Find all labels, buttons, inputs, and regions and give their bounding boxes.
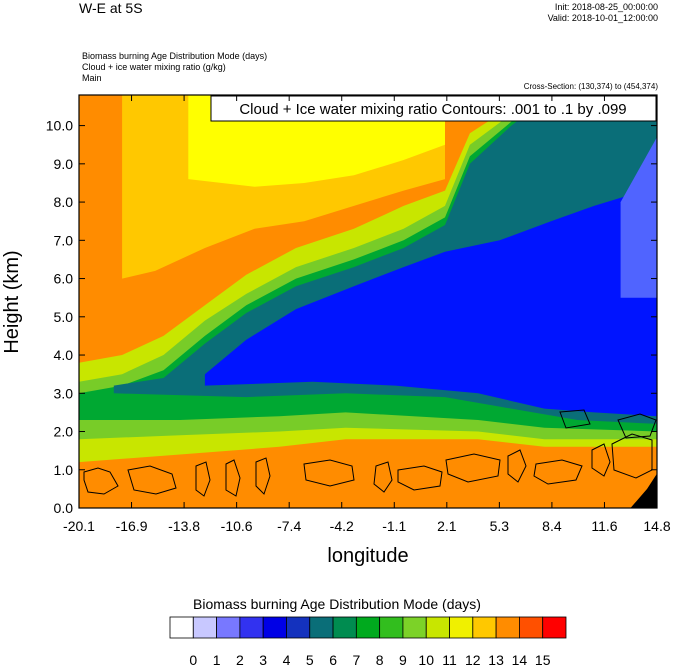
contour-line (83, 467, 119, 495)
y-tick-label: 7.0 (54, 232, 74, 248)
contour-info-box (210, 95, 657, 122)
legend-swatch (495, 616, 520, 639)
contour-line (303, 459, 355, 487)
legend-label: 5 (306, 652, 314, 667)
color-legend: 0 1 2 3 4 5 6 7 8 9 10 11 12 13 14 15 (169, 616, 567, 667)
contour-line (591, 443, 611, 477)
y-tick-label: 4.0 (54, 347, 74, 363)
legend-label: 9 (399, 652, 407, 667)
legend-label: 6 (329, 652, 337, 667)
legend-label: 10 (418, 652, 434, 667)
contour-line (445, 453, 501, 483)
plot-frame (78, 94, 658, 509)
band-light-blue (620, 137, 657, 298)
x-tick-label: 2.1 (437, 518, 457, 534)
legend-label: 4 (283, 652, 291, 667)
legend-swatch (379, 616, 404, 639)
contour-info-text: Cloud + Ice water mixing ratio Contours:… (239, 101, 626, 118)
legend-swatch (542, 616, 567, 639)
legend-label: 8 (376, 652, 384, 667)
legend-label: 7 (353, 652, 361, 667)
legend-label: 14 (512, 652, 528, 667)
x-tick-label: 14.8 (643, 518, 670, 534)
legend-label: 11 (442, 652, 457, 667)
x-tick-label: 11.6 (591, 518, 617, 534)
band-ground (630, 473, 657, 508)
y-tick-label: 1.0 (54, 462, 74, 478)
legend-swatch (449, 616, 474, 639)
legend-swatch (472, 616, 497, 639)
field-name-main: Main (82, 73, 102, 83)
legend-swatch (402, 616, 427, 639)
contour-line (225, 459, 241, 497)
legend-swatch (216, 616, 241, 639)
y-tick-label: 6.0 (54, 271, 74, 287)
x-tick-label: -4.2 (330, 518, 354, 534)
legend-swatch (519, 616, 544, 639)
legend-label: 12 (465, 652, 481, 667)
legend-label: 1 (213, 652, 221, 667)
contour-line (373, 461, 393, 493)
y-tick-label: 9.0 (54, 156, 74, 172)
y-tick-label: 2.0 (54, 424, 74, 440)
x-tick-label: 5.3 (490, 518, 510, 534)
band-blue (204, 186, 657, 417)
contour-line (127, 465, 177, 495)
field-name-shaded: Biomass burning Age Distribution Mode (d… (82, 51, 268, 61)
x-tick-label: -20.1 (63, 518, 95, 534)
page-title: W-E at 5S (79, 0, 143, 16)
x-tick-label: -13.8 (168, 518, 200, 534)
legend-label: 13 (488, 652, 504, 667)
legend-swatch (239, 616, 264, 639)
contour-line (195, 461, 211, 497)
y-axis: 0.0 1.0 2.0 3.0 4.0 5.0 6.0 7.0 8.0 9.0 10.0 (46, 118, 657, 516)
valid-time: Valid: 2018-10-01_12:00:00 (547, 13, 658, 23)
x-tick-label: -16.9 (116, 518, 148, 534)
legend-swatch (169, 616, 194, 639)
y-tick-label: 3.0 (54, 385, 74, 401)
contour-line (617, 413, 657, 439)
y-tick-label: 10.0 (46, 118, 73, 134)
legend-swatch (286, 616, 311, 639)
x-tick-label: -1.1 (382, 518, 406, 534)
shaded-field (79, 95, 657, 508)
cloud-contours (83, 409, 657, 497)
contour-line (507, 449, 527, 483)
legend-swatch (262, 616, 287, 639)
x-axis-label: longitude (327, 545, 408, 567)
contour-line (255, 457, 271, 495)
legend-swatch (309, 616, 334, 639)
y-axis-label: Height (km) (1, 250, 23, 353)
legend-swatch (425, 616, 450, 639)
contour-line (533, 459, 583, 485)
x-tick-label: 8.4 (542, 518, 562, 534)
field-name-contour: Cloud + ice water mixing ratio (g/kg) (82, 62, 226, 72)
legend-swatch (332, 616, 357, 639)
legend-label: 15 (535, 652, 551, 667)
y-tick-label: 0.0 (54, 500, 74, 516)
legend-label: 2 (236, 652, 244, 667)
x-tick-label: -10.6 (221, 518, 253, 534)
x-axis: -20.1 -16.9 -13.8 -10.6 -7.4 -4.2 -1.1 2.1 5.3 8.… (63, 95, 671, 534)
legend-swatch (355, 616, 381, 639)
init-time: Init: 2018-08-25_00:00:00 (554, 2, 658, 12)
legend-label: 0 (189, 652, 197, 667)
cross-section-label: Cross-Section: (130,374) to (454,374) (523, 82, 658, 91)
x-tick-label: -7.4 (277, 518, 301, 534)
legend-title: Biomass burning Age Distribution Mode (d… (193, 596, 481, 612)
y-tick-label: 5.0 (54, 309, 74, 325)
legend-swatch (192, 616, 217, 639)
y-tick-label: 8.0 (54, 194, 74, 210)
contour-line (559, 409, 591, 429)
contour-line (397, 465, 443, 491)
legend-label: 3 (259, 652, 267, 667)
